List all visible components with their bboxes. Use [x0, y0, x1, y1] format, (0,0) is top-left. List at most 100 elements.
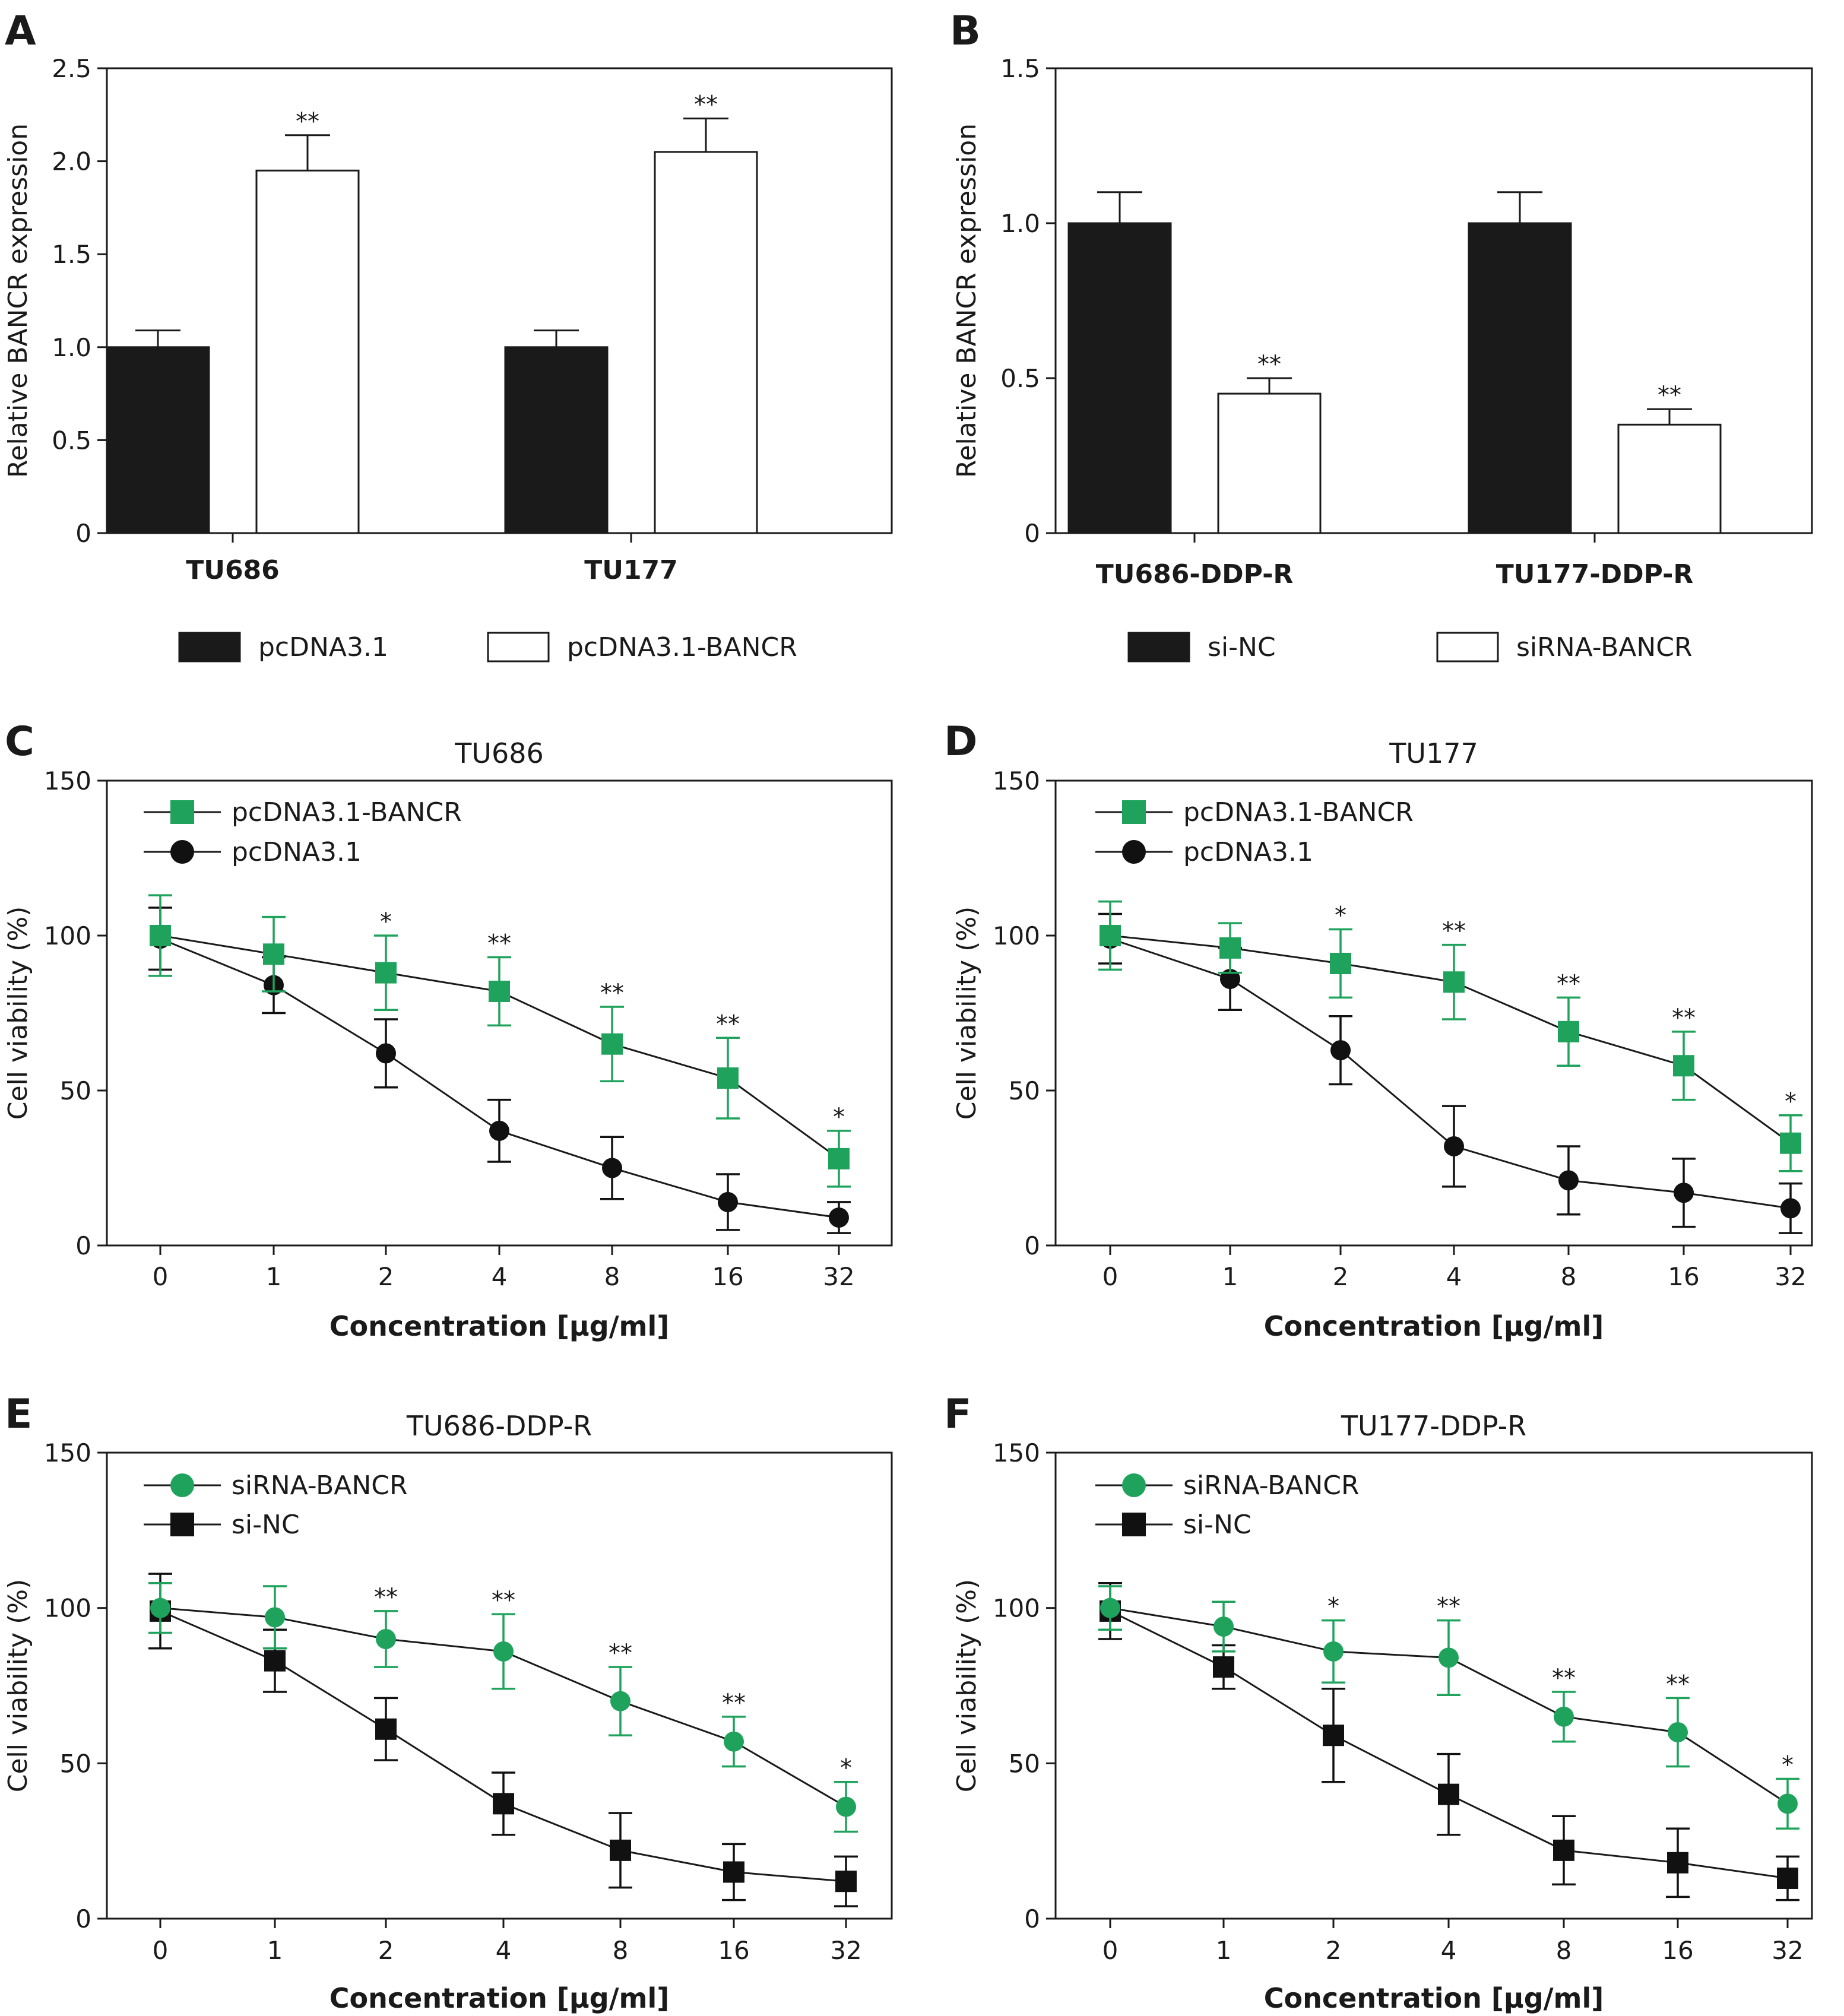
data-point	[1673, 1055, 1694, 1077]
data-point	[1668, 1722, 1688, 1742]
significance-mark: **	[1437, 1593, 1460, 1621]
data-point	[723, 1861, 744, 1883]
chart-panel-c: C TU686 0 50 100 150 Cell viability (%) 0 1 2 4 8 16…	[3, 718, 893, 1342]
x-axis-title: Concentration [μg/ml]	[329, 1982, 669, 2014]
y-tick-label: 1.0	[1000, 209, 1040, 238]
data-point	[1214, 1616, 1234, 1637]
data-point	[1558, 1020, 1579, 1042]
y-tick-label: 150	[44, 766, 91, 795]
significance-mark: **	[374, 1584, 398, 1611]
x-tick-label: 16	[1662, 1936, 1693, 1965]
y-tick-label: 100	[993, 921, 1040, 950]
data-point	[1558, 1170, 1579, 1191]
data-point	[828, 1148, 850, 1169]
significance-mark: *	[833, 1104, 845, 1131]
y-tick-label: 1.0	[52, 333, 91, 362]
x-tick-label: 32	[830, 1936, 861, 1965]
legend-label: si-NC	[1208, 632, 1276, 663]
x-tick-label: 4	[492, 1262, 508, 1291]
category-label: TU686-DDP-R	[1096, 559, 1294, 589]
legend-label: pcDNA3.1	[258, 632, 388, 663]
legend-label: si-NC	[232, 1510, 300, 1540]
y-tick-label: 0	[1024, 1231, 1040, 1260]
y-tick-label: 50	[1009, 1749, 1040, 1778]
x-tick-label: 16	[712, 1262, 743, 1291]
legend-marker	[170, 1513, 194, 1536]
data-point	[1554, 1706, 1574, 1727]
x-tick-label: 4	[496, 1936, 512, 1965]
y-tick-label: 50	[1009, 1076, 1040, 1105]
data-point	[610, 1839, 631, 1861]
bar	[1067, 222, 1172, 534]
y-tick-label: 1.5	[1000, 54, 1040, 83]
data-point	[717, 1067, 739, 1089]
x-tick-label: 32	[1772, 1936, 1803, 1965]
legend-label: siRNA-BANCR	[1516, 632, 1693, 663]
significance-mark: **	[296, 108, 319, 135]
legend-marker	[1122, 840, 1146, 864]
data-point	[1444, 1136, 1464, 1156]
category-label: TU177	[584, 555, 678, 585]
data-point	[489, 1120, 509, 1141]
y-tick-label: 0	[75, 1231, 91, 1260]
x-axis-title: Concentration [μg/ml]	[1264, 1982, 1604, 2014]
plot-frame	[106, 779, 893, 1247]
x-tick-label: 0	[1102, 1262, 1119, 1291]
data-point	[489, 980, 510, 1002]
x-axis-title: Concentration [μg/ml]	[329, 1310, 669, 1342]
significance-mark: **	[722, 1689, 746, 1717]
significance-mark: *	[1782, 1752, 1794, 1779]
x-tick-label: 16	[1668, 1262, 1699, 1291]
data-point	[601, 1033, 623, 1055]
bar	[1468, 222, 1572, 534]
significance-mark: *	[1327, 1593, 1339, 1621]
y-tick-label: 100	[993, 1594, 1040, 1623]
significance-mark: *	[380, 908, 392, 936]
significance-mark: *	[1335, 902, 1346, 930]
data-point	[1439, 1647, 1459, 1668]
x-tick-label: 8	[613, 1936, 629, 1965]
bar	[255, 169, 360, 534]
legend-marker	[170, 840, 194, 864]
plot-frame	[1054, 67, 1813, 534]
x-tick-label: 2	[1326, 1936, 1342, 1965]
x-tick-label: 32	[823, 1262, 854, 1291]
panel-letter: C	[5, 718, 34, 765]
significance-mark: **	[1257, 351, 1281, 378]
data-point	[265, 1607, 285, 1628]
legend-marker	[170, 1473, 194, 1497]
category-label: TU686	[186, 555, 280, 585]
data-point	[1100, 1597, 1120, 1618]
chart-title: TU177	[1389, 737, 1478, 769]
y-tick-label: 100	[44, 921, 91, 950]
chart-panel-b: B 0 0.5 1.0 1.5 Relative BANCR expression ** TU…	[950, 8, 1813, 663]
bar	[106, 346, 210, 534]
data-point	[375, 962, 397, 984]
y-tick-label: 150	[44, 1438, 91, 1467]
chart-panel-f: F TU177-DDP-R 0 50 100 150 Cell viability (%) 0…	[944, 1391, 1813, 2014]
legend-marker	[1122, 1473, 1146, 1497]
bar	[504, 346, 609, 534]
x-tick-label: 2	[378, 1262, 394, 1291]
legend-label: siRNA-BANCR	[232, 1470, 408, 1501]
y-axis-title: Cell viability (%)	[952, 906, 982, 1120]
x-tick-label: 8	[1561, 1262, 1577, 1291]
legend-marker	[170, 800, 194, 824]
bar	[654, 151, 758, 534]
x-tick-label: 8	[1556, 1936, 1572, 1965]
plot-frame	[1054, 779, 1813, 1247]
x-tick-label: 1	[266, 1262, 282, 1291]
legend-label: pcDNA3.1-BANCR	[1183, 797, 1414, 828]
panel-letter: A	[5, 8, 36, 55]
legend-marker	[1122, 1513, 1146, 1536]
y-tick-label: 150	[993, 766, 1040, 795]
significance-mark: **	[1557, 970, 1580, 997]
data-point	[1330, 952, 1351, 974]
chart-title: TU686-DDP-R	[406, 1410, 592, 1442]
data-point	[1443, 971, 1465, 993]
significance-mark: *	[840, 1755, 852, 1782]
y-axis-title: Cell viability (%)	[3, 906, 33, 1120]
data-point	[1438, 1783, 1459, 1805]
significance-mark: **	[1666, 1671, 1690, 1698]
x-tick-label: 1	[267, 1936, 283, 1965]
